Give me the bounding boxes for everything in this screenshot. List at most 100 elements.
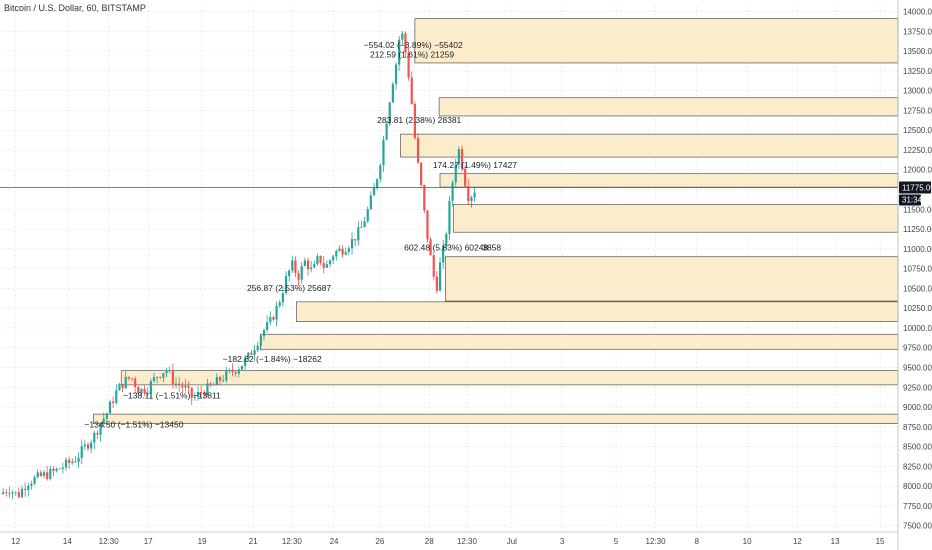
candle-body <box>206 383 209 396</box>
support-resistance-zones[interactable] <box>93 18 899 424</box>
candle-body <box>278 302 281 306</box>
price-tick-label: 12000.00 <box>903 166 932 175</box>
candle-body <box>328 260 332 265</box>
candle-body <box>335 251 338 257</box>
candle-body <box>313 264 316 268</box>
candle-body <box>102 418 105 424</box>
candle-body <box>451 182 454 201</box>
candle-body <box>42 472 46 476</box>
last-price-label: 11775.00 <box>902 184 932 193</box>
candle-body <box>454 164 457 183</box>
price-zone[interactable] <box>400 133 899 158</box>
candle-body <box>416 138 420 163</box>
candle-body <box>5 492 8 494</box>
candle-body <box>275 305 278 320</box>
candle-body <box>325 264 328 268</box>
price-tick-label: 8750.00 <box>903 423 932 432</box>
candle-body <box>259 336 262 346</box>
measure-annotation: 602.48 (5.83%) 60248 <box>404 242 488 252</box>
price-tick-label: 12500.00 <box>903 126 932 135</box>
candle-body <box>149 381 152 393</box>
candle-body <box>137 387 140 394</box>
candle-body <box>250 352 253 355</box>
last-price-badge: 11775.00 <box>899 181 932 194</box>
candle-body <box>438 262 442 291</box>
candle-body <box>71 461 74 463</box>
price-tick-label: 11500.00 <box>903 205 932 214</box>
candle-body <box>193 396 196 398</box>
candle-body <box>190 387 193 398</box>
price-tick-label: 8250.00 <box>903 462 932 471</box>
countdown-label: 31:34 <box>902 196 923 205</box>
candle-body <box>303 260 306 266</box>
price-zone[interactable] <box>295 301 899 322</box>
time-tick-label: 14 <box>63 537 72 546</box>
candle-body <box>127 376 130 379</box>
candle-body <box>61 467 64 470</box>
candle-body <box>460 148 464 169</box>
candle-body <box>401 33 404 40</box>
candle-body <box>146 392 149 394</box>
candle-body <box>306 260 310 270</box>
candle-body <box>225 370 228 381</box>
time-tick-label: 19 <box>198 537 207 546</box>
candle-body <box>228 369 231 371</box>
candle-body <box>291 260 294 271</box>
candle-body <box>171 370 174 384</box>
candle-body <box>357 227 360 241</box>
candle-body <box>394 64 398 85</box>
candle-body <box>404 33 407 53</box>
price-zone[interactable] <box>453 204 899 233</box>
candle-body <box>350 239 354 249</box>
candle-body <box>121 383 124 389</box>
candle-body <box>376 179 379 188</box>
candle-body <box>464 168 467 187</box>
price-zone[interactable] <box>260 333 899 350</box>
candle-body <box>281 293 284 303</box>
price-zone[interactable] <box>439 173 899 188</box>
price-zone[interactable] <box>93 413 899 424</box>
candle-body <box>294 260 297 274</box>
candle-body <box>372 187 376 196</box>
candle-body <box>140 388 143 394</box>
candle-body <box>319 255 322 263</box>
price-zone[interactable] <box>120 370 899 386</box>
measure-annotation: 212.59 (1.61%) 21259 <box>370 49 454 59</box>
candle-body <box>284 276 288 294</box>
candle-body <box>118 383 121 391</box>
time-tick-label: 10 <box>743 537 752 546</box>
price-tick-label: 14000.00 <box>903 8 932 17</box>
candle-body <box>115 390 118 403</box>
candle-body <box>11 492 14 494</box>
candle-body <box>467 186 470 201</box>
candle-body <box>112 401 115 403</box>
candle-body <box>200 391 203 393</box>
candle-body <box>174 383 178 385</box>
measure-annotation: 174.27 (1.49%) 17427 <box>433 160 517 170</box>
price-tick-label: 10000.00 <box>903 324 932 333</box>
time-axis[interactable]: 12 14 12:30 17 19 21 12:30 24 26 28 12:30 Jul 3 5 12:3… <box>0 531 898 546</box>
candle-body <box>379 165 382 180</box>
price-zone[interactable] <box>438 97 899 117</box>
candle-body <box>473 192 476 198</box>
time-tick-label: 13 <box>831 537 840 546</box>
candle-body <box>385 123 388 140</box>
price-axis[interactable]: 7500.00 7750.00 8000.00 8250.00 8500.00 8750.… <box>897 0 932 550</box>
candle-body <box>49 468 52 479</box>
measure-annotation: −554.02 (−3.89%) −55402 <box>364 40 463 50</box>
price-tick-label: 11250.00 <box>903 225 932 234</box>
price-zone[interactable] <box>445 256 899 302</box>
candle-body <box>2 492 5 495</box>
candle-body <box>46 472 49 479</box>
candle-body <box>17 492 20 498</box>
price-zone[interactable] <box>414 18 899 64</box>
candle-body <box>159 376 162 378</box>
candle-body <box>99 423 102 435</box>
candle-body <box>52 468 55 471</box>
candle-body <box>105 413 108 419</box>
price-tick-label: 13750.00 <box>903 27 932 36</box>
candle-body <box>83 444 86 447</box>
measure-annotation: 256.87 (2.53%) 25687 <box>247 283 331 293</box>
price-tick-label: 8500.00 <box>903 443 932 452</box>
